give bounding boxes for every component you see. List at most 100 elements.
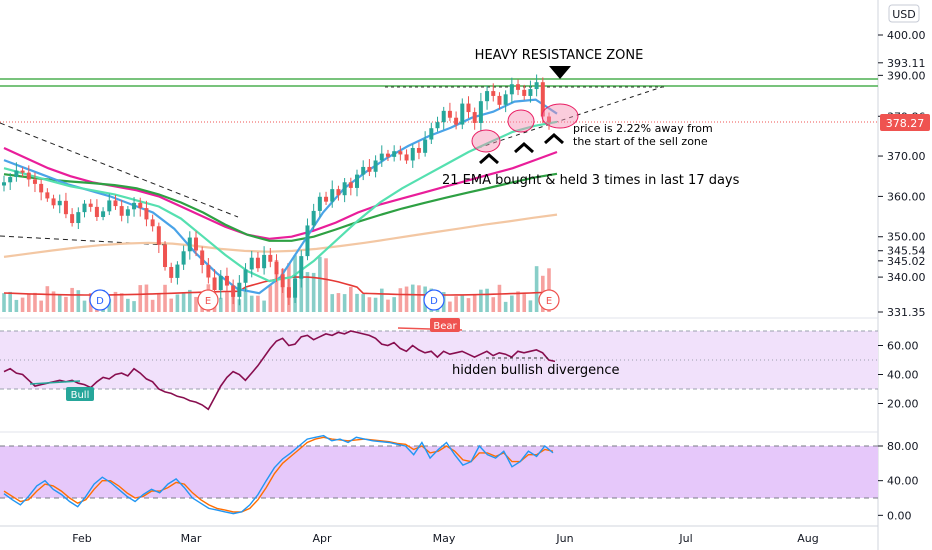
- rsi-bull-divergence-line[interactable]: [29, 380, 81, 385]
- candle[interactable]: [268, 247, 273, 268]
- candle[interactable]: [299, 250, 304, 288]
- candle[interactable]: [379, 145, 384, 167]
- candle[interactable]: [39, 179, 44, 201]
- candle[interactable]: [70, 208, 75, 227]
- candle[interactable]: [429, 122, 434, 144]
- candle[interactable]: [293, 275, 298, 303]
- ema-touch-circle-3[interactable]: [541, 103, 579, 129]
- candle[interactable]: [150, 214, 155, 232]
- candle[interactable]: [491, 83, 496, 102]
- candle[interactable]: [119, 200, 124, 222]
- candle[interactable]: [454, 111, 459, 130]
- candle[interactable]: [317, 192, 322, 218]
- candle[interactable]: [311, 203, 316, 230]
- candle[interactable]: [460, 98, 465, 130]
- ema-line-2[interactable]: [3, 172, 558, 242]
- candle[interactable]: [101, 207, 106, 221]
- candle[interactable]: [472, 107, 477, 130]
- candle[interactable]: [336, 185, 341, 201]
- candle[interactable]: [274, 254, 279, 282]
- candle[interactable]: [231, 279, 236, 305]
- ema-touch-circle-2[interactable]: [507, 109, 535, 133]
- candle[interactable]: [441, 106, 446, 130]
- candle[interactable]: [385, 149, 390, 162]
- candle[interactable]: [169, 262, 174, 283]
- candle[interactable]: [206, 258, 211, 284]
- candle[interactable]: [305, 218, 310, 261]
- candle[interactable]: [132, 197, 137, 217]
- candle[interactable]: [51, 194, 56, 209]
- stoch-d-line[interactable]: [3, 436, 554, 513]
- candle[interactable]: [547, 112, 551, 130]
- event-marker-dividend-2[interactable]: D: [423, 289, 445, 311]
- candle[interactable]: [63, 192, 68, 219]
- candle[interactable]: [478, 92, 483, 132]
- candle[interactable]: [88, 199, 93, 212]
- trendline-descending[interactable]: [0, 122, 239, 218]
- candle[interactable]: [435, 116, 440, 132]
- candle[interactable]: [45, 188, 50, 202]
- annotation-resistance-zone[interactable]: HEAVY RESISTANCE ZONE: [475, 48, 644, 63]
- annotation-price-away-line2[interactable]: the start of the sell zone: [573, 135, 708, 148]
- candle[interactable]: [144, 200, 149, 227]
- candle[interactable]: [181, 245, 186, 270]
- candle[interactable]: [14, 162, 19, 182]
- candle[interactable]: [404, 149, 409, 164]
- candle[interactable]: [2, 175, 6, 192]
- candle[interactable]: [392, 145, 397, 162]
- candle[interactable]: [156, 222, 161, 254]
- candle[interactable]: [330, 180, 335, 208]
- candle[interactable]: [361, 160, 366, 181]
- candle[interactable]: [200, 246, 205, 274]
- candle[interactable]: [187, 231, 192, 260]
- candle[interactable]: [540, 77, 545, 124]
- candle[interactable]: [218, 270, 223, 299]
- stoch-k-line[interactable]: [3, 434, 554, 515]
- candle[interactable]: [113, 194, 118, 210]
- candle[interactable]: [324, 191, 329, 205]
- last-price-badge[interactable]: [880, 114, 930, 131]
- event-marker-earnings-2[interactable]: E: [538, 289, 560, 311]
- candle[interactable]: [348, 177, 353, 196]
- ema-line-5[interactable]: [3, 120, 558, 283]
- candle[interactable]: [373, 155, 378, 178]
- candle[interactable]: [342, 178, 347, 203]
- candle[interactable]: [355, 169, 360, 197]
- currency-badge[interactable]: [888, 4, 920, 23]
- candle[interactable]: [516, 79, 521, 96]
- candle[interactable]: [423, 131, 428, 157]
- candle[interactable]: [410, 144, 415, 168]
- candle[interactable]: [503, 90, 508, 113]
- trendline-ascending[interactable]: [477, 86, 663, 149]
- candle[interactable]: [32, 172, 37, 193]
- ema-touch-circle-1[interactable]: [471, 129, 501, 153]
- candle[interactable]: [94, 199, 99, 221]
- candle[interactable]: [447, 102, 452, 122]
- event-marker-earnings-1[interactable]: E: [197, 289, 219, 311]
- candle[interactable]: [416, 142, 421, 160]
- candle[interactable]: [286, 278, 291, 305]
- candle[interactable]: [26, 165, 31, 187]
- candle[interactable]: [237, 275, 242, 306]
- ema-line-3[interactable]: [3, 213, 558, 258]
- candle[interactable]: [367, 159, 372, 177]
- candle[interactable]: [534, 74, 539, 97]
- annotation-hidden-divergence[interactable]: hidden bullish divergence: [452, 363, 620, 378]
- candle[interactable]: [509, 77, 514, 103]
- candle[interactable]: [522, 84, 527, 101]
- trendline-support-left[interactable]: [0, 235, 169, 246]
- candle[interactable]: [107, 193, 112, 216]
- ema-line-4[interactable]: [3, 98, 558, 295]
- candle[interactable]: [243, 263, 248, 292]
- candle[interactable]: [8, 173, 13, 190]
- candle[interactable]: [249, 250, 254, 278]
- candle[interactable]: [125, 206, 130, 224]
- candle[interactable]: [224, 267, 229, 292]
- event-marker-dividend-1[interactable]: D: [89, 289, 111, 311]
- candle[interactable]: [76, 207, 81, 230]
- candle[interactable]: [528, 80, 533, 103]
- price-axis-area[interactable]: [878, 0, 932, 550]
- candle[interactable]: [262, 246, 267, 275]
- candle[interactable]: [138, 197, 143, 217]
